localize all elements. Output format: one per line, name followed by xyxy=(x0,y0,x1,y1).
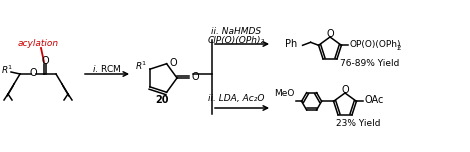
Text: ClP(O)(OPh)₂: ClP(O)(OPh)₂ xyxy=(207,36,265,45)
Text: 76-89% Yield: 76-89% Yield xyxy=(340,59,400,67)
Text: 20: 20 xyxy=(155,95,169,105)
Text: Ph: Ph xyxy=(285,39,298,49)
Text: ii. NaHMDS: ii. NaHMDS xyxy=(211,28,261,36)
Text: OP(O)(OPh): OP(O)(OPh) xyxy=(349,40,401,49)
Text: MeO: MeO xyxy=(274,89,295,98)
Text: O: O xyxy=(170,58,177,68)
Text: OAc: OAc xyxy=(364,95,384,105)
Text: O: O xyxy=(326,29,334,39)
Text: O: O xyxy=(29,68,37,78)
Text: $i$. RCM: $i$. RCM xyxy=(92,62,122,74)
Text: O: O xyxy=(41,56,49,66)
Text: 23% Yield: 23% Yield xyxy=(336,119,380,128)
Text: ii. LDA, Ac₂O: ii. LDA, Ac₂O xyxy=(208,95,264,104)
Text: acylation: acylation xyxy=(17,40,59,48)
Text: O: O xyxy=(341,85,349,95)
Text: 2: 2 xyxy=(396,45,401,51)
Text: R$^1$: R$^1$ xyxy=(135,60,147,72)
Text: O: O xyxy=(192,72,200,82)
Text: R$^1$: R$^1$ xyxy=(1,64,13,76)
